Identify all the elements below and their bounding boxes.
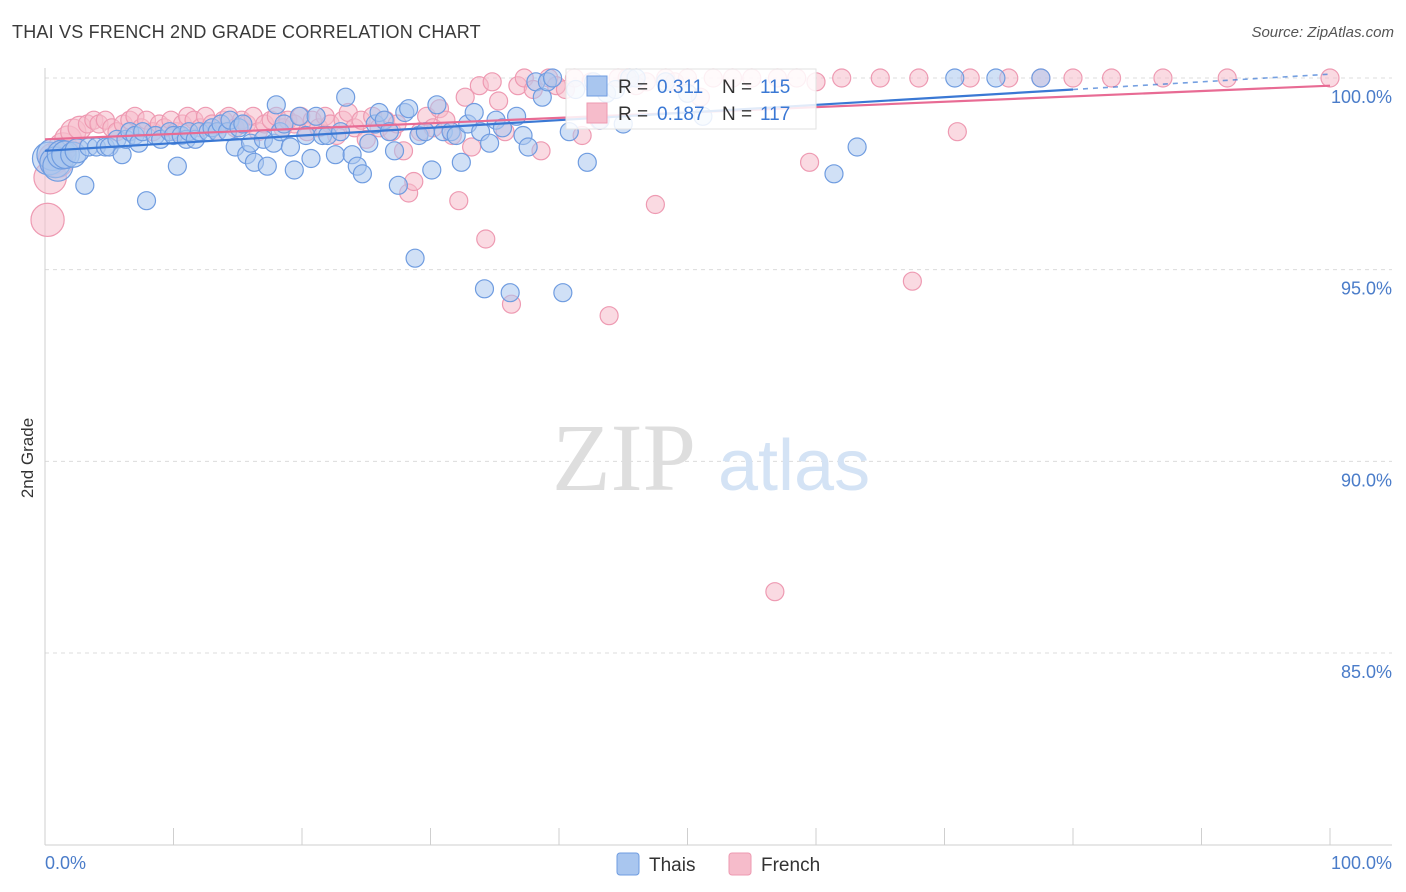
y-tick-label: 95.0% (1341, 279, 1392, 299)
legend-r-value: 0.187 (657, 104, 705, 125)
thais-point (266, 95, 286, 115)
french-point (1101, 68, 1122, 88)
french-point (449, 191, 469, 211)
bottom-legend-french: French (761, 855, 820, 876)
legend-box: R = 0.311 N = 115 R = 0.187 N = 117 (565, 68, 817, 130)
french-point (1063, 68, 1083, 88)
legend-n-label: N = (722, 104, 752, 125)
thais-point (415, 122, 435, 142)
thais-points (31, 68, 1051, 303)
french-point (832, 68, 852, 88)
french-point (462, 137, 482, 157)
french-point (645, 194, 665, 215)
french-point (765, 582, 785, 602)
thais-point (553, 283, 573, 303)
thais-point (399, 99, 419, 119)
thais-point (518, 137, 538, 157)
thais-point (1031, 68, 1051, 88)
legend-r-label: R = (618, 104, 648, 125)
y-tick-label: 100.0% (1331, 87, 1392, 107)
legend-swatch-french (586, 102, 608, 124)
watermark: ZIP atlas (552, 404, 870, 511)
thais-point (167, 156, 187, 176)
thais-point (500, 283, 520, 303)
french-point (30, 202, 65, 238)
watermark-zip: ZIP (552, 404, 696, 511)
thais-point (427, 95, 447, 115)
french-point (455, 87, 475, 107)
thais-point (330, 122, 351, 142)
french-point (482, 72, 502, 92)
french-point (902, 271, 922, 291)
axes (44, 68, 1392, 846)
thais-point (451, 152, 471, 172)
y-tick-label: 85.0% (1341, 662, 1392, 682)
thais-trend-extension (1072, 73, 1331, 91)
y-axis-label: 2nd Grade (18, 418, 37, 498)
legend-n-value: 115 (760, 77, 790, 98)
thais-point (422, 160, 442, 180)
thais-point (384, 141, 405, 161)
legend-r-label: R = (618, 77, 648, 98)
thais-point (75, 175, 95, 195)
thais-point (847, 137, 867, 157)
thais-point (480, 133, 500, 153)
thais-point (136, 191, 157, 211)
thais-point (577, 152, 597, 172)
french-point (799, 152, 820, 172)
thais-point (352, 164, 372, 184)
thais-point (233, 114, 253, 134)
french-point (870, 68, 890, 88)
x-tick-label: 100.0% (1331, 853, 1392, 873)
thais-point (257, 156, 277, 176)
french-point (489, 91, 509, 111)
thais-point (306, 106, 326, 126)
legend-n-value: 117 (760, 104, 790, 125)
thais-point (824, 164, 844, 184)
thais-point (474, 279, 495, 299)
french-point (599, 306, 619, 326)
source-credit: Source: ZipAtlas.com (1251, 24, 1394, 41)
chart-title: THAI VS FRENCH 2ND GRADE CORRELATION CHA… (12, 22, 481, 42)
bottom-legend-swatch-french (728, 852, 752, 876)
thais-point (542, 68, 563, 88)
legend-n-label: N = (722, 77, 752, 98)
french-point (1153, 68, 1173, 88)
bottom-legend-thais: Thais (649, 855, 695, 876)
legend-frame (565, 68, 817, 130)
thais-point (301, 148, 321, 169)
x-tick-label: 0.0% (45, 853, 86, 873)
bottom-legend: Thais French (616, 852, 820, 876)
y-tick-label: 90.0% (1341, 470, 1392, 490)
watermark-atlas: atlas (718, 426, 870, 506)
legend-swatch-thais (586, 75, 608, 97)
french-point (909, 68, 929, 88)
thais-point (986, 68, 1006, 88)
bottom-legend-swatch-thais (616, 852, 640, 876)
thais-trend-line (44, 88, 1074, 152)
x-tick-labels: 0.0% 100.0% (45, 853, 1392, 873)
thais-point (284, 160, 304, 180)
french-point (1217, 68, 1237, 88)
thais-point (388, 175, 408, 195)
thais-point (359, 133, 379, 153)
french-point (476, 229, 496, 249)
y-tick-labels: 100.0% 95.0% 90.0% 85.0% (1331, 87, 1392, 682)
french-point (947, 122, 967, 142)
thais-point (945, 68, 965, 88)
thais-point (464, 102, 484, 123)
thais-point (405, 248, 425, 268)
thais-point (289, 106, 310, 126)
french-point (1320, 68, 1340, 88)
thais-point (336, 87, 356, 107)
thais-point (280, 137, 301, 157)
thais-point (325, 145, 346, 165)
legend-r-value: 0.311 (657, 77, 703, 98)
